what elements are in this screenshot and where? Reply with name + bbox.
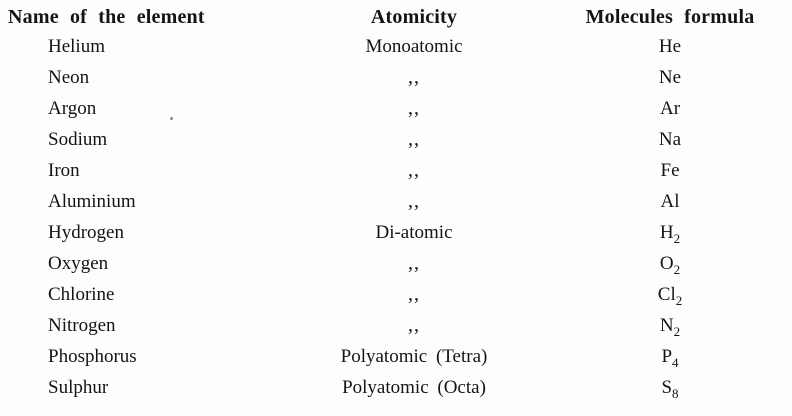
atomicity-value: Polyatomic (Tetra) (340, 345, 488, 367)
header-molecules-formula: Molecules formula (585, 5, 755, 28)
table-row: Helium Monoatomic He (0, 31, 792, 62)
atomicity-ditto-mark: ,, (408, 252, 420, 274)
header-name-of-element: Name of the element (8, 5, 205, 28)
formula-subscript: 2 (673, 230, 681, 246)
molecule-formula: Ar (548, 98, 792, 120)
table-row: Hydrogen Di-atomic H2 (0, 217, 792, 248)
table-row: Chlorine ,, Cl2 (0, 279, 792, 310)
formula-base: Cl (657, 283, 676, 305)
molecule-formula: Fe (548, 160, 792, 182)
atomicity-ditto-mark: ,, (408, 159, 420, 181)
atomicity-value: Monoatomic (365, 35, 463, 57)
table-header-row: Name of the element Atomicity Molecules … (0, 3, 792, 31)
table-row: Phosphorus Polyatomic (Tetra) P4 (0, 341, 792, 372)
table-row: Aluminium ,, Al (0, 186, 792, 217)
atomicity-ditto-mark: ,, (408, 190, 420, 212)
table-row: Oxygen ,, O2 (0, 248, 792, 279)
formula-subscript: 8 (672, 385, 679, 401)
element-name: Aluminium (48, 190, 136, 212)
formula-base: Al (660, 190, 680, 212)
element-name: Hydrogen (48, 221, 124, 243)
molecule-formula: P4 (548, 345, 792, 370)
element-name: Phosphorus (48, 345, 137, 367)
formula-subscript: 2 (673, 261, 681, 277)
formula-base: Ne (658, 66, 682, 88)
atomicity-value: Di-atomic (375, 221, 453, 243)
molecule-formula: Ne (548, 67, 792, 89)
formula-base: He (658, 35, 682, 57)
formula-base: S (661, 376, 673, 398)
element-name: Neon (48, 66, 90, 88)
atomicity-ditto-mark: ,, (408, 97, 420, 119)
molecule-formula: He (548, 36, 792, 58)
formula-base: O (659, 252, 674, 274)
table-row: Neon ,, Ne (0, 62, 792, 93)
molecule-formula: O2 (548, 252, 792, 277)
formula-base: Na (658, 128, 682, 150)
atomicity-ditto-mark: ,, (408, 314, 420, 336)
formula-subscript: 2 (675, 292, 683, 308)
formula-base: Fe (660, 159, 680, 181)
formula-base: Ar (659, 97, 681, 119)
table-row: Nitrogen ,, N2 (0, 310, 792, 341)
element-name: Iron (48, 159, 80, 181)
element-name: Sodium (48, 128, 108, 150)
molecule-formula: Cl2 (548, 283, 792, 308)
molecule-formula: N2 (548, 314, 792, 339)
table-row: Argon ,, Ar (0, 93, 792, 124)
atomicity-value: Polyatomic (Octa) (342, 376, 486, 398)
element-name: Nitrogen (48, 314, 116, 336)
molecule-formula: H2 (548, 221, 792, 246)
atomicity-ditto-mark: ,, (408, 283, 420, 305)
table-row: Sodium ,, Na (0, 124, 792, 155)
table-row: Sulphur Polyatomic (Octa) S8 (0, 372, 792, 403)
element-name: Chlorine (48, 283, 115, 305)
element-name: Oxygen (48, 252, 109, 274)
element-name: Argon (48, 97, 97, 119)
header-atomicity: Atomicity (370, 5, 458, 28)
formula-subscript: 2 (673, 323, 681, 339)
element-name: Sulphur (48, 376, 109, 398)
molecule-formula: Na (548, 129, 792, 151)
atomicity-ditto-mark: ,, (408, 128, 420, 150)
scan-artifact-dot (170, 117, 173, 120)
formula-base: H (659, 221, 674, 243)
element-name: Helium (48, 35, 105, 57)
formula-subscript: 4 (672, 354, 679, 370)
table-row: Iron ,, Fe (0, 155, 792, 186)
molecule-formula: S8 (548, 376, 792, 401)
formula-base: N (659, 314, 674, 336)
formula-base: P (661, 345, 673, 367)
molecule-formula: Al (548, 191, 792, 213)
atomicity-ditto-mark: ,, (408, 66, 420, 88)
